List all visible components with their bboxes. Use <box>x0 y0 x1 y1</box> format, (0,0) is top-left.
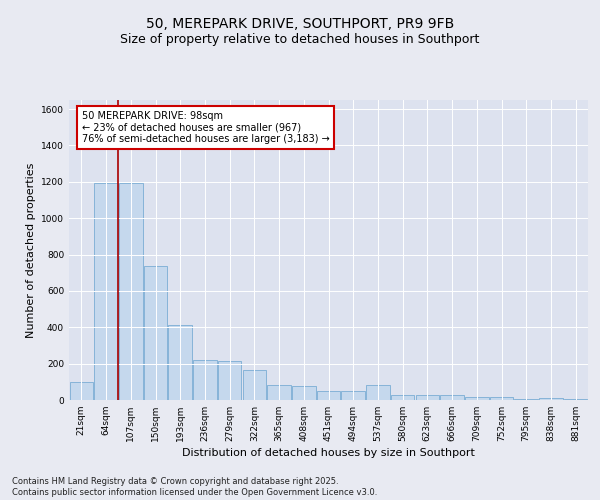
Bar <box>440 394 464 400</box>
Text: Size of property relative to detached houses in Southport: Size of property relative to detached ho… <box>121 32 479 46</box>
Bar <box>268 384 291 400</box>
Bar <box>465 398 488 400</box>
Bar <box>144 266 167 400</box>
Bar <box>218 361 241 400</box>
Bar <box>514 399 538 400</box>
Bar <box>70 382 93 400</box>
Bar <box>169 324 192 400</box>
Bar <box>341 391 365 400</box>
Bar <box>416 394 439 400</box>
Bar <box>119 182 143 400</box>
Text: Contains HM Land Registry data © Crown copyright and database right 2025.
Contai: Contains HM Land Registry data © Crown c… <box>12 478 377 497</box>
Y-axis label: Number of detached properties: Number of detached properties <box>26 162 35 338</box>
Bar <box>292 386 316 400</box>
Bar <box>193 360 217 400</box>
Bar <box>564 399 587 400</box>
Bar <box>539 398 563 400</box>
Text: 50 MEREPARK DRIVE: 98sqm
← 23% of detached houses are smaller (967)
76% of semi-: 50 MEREPARK DRIVE: 98sqm ← 23% of detach… <box>82 111 329 144</box>
Bar <box>94 182 118 400</box>
Bar <box>242 370 266 400</box>
Bar <box>366 386 389 400</box>
Bar <box>490 398 513 400</box>
Text: 50, MEREPARK DRIVE, SOUTHPORT, PR9 9FB: 50, MEREPARK DRIVE, SOUTHPORT, PR9 9FB <box>146 18 454 32</box>
Bar <box>391 394 415 400</box>
X-axis label: Distribution of detached houses by size in Southport: Distribution of detached houses by size … <box>182 448 475 458</box>
Bar <box>317 391 340 400</box>
